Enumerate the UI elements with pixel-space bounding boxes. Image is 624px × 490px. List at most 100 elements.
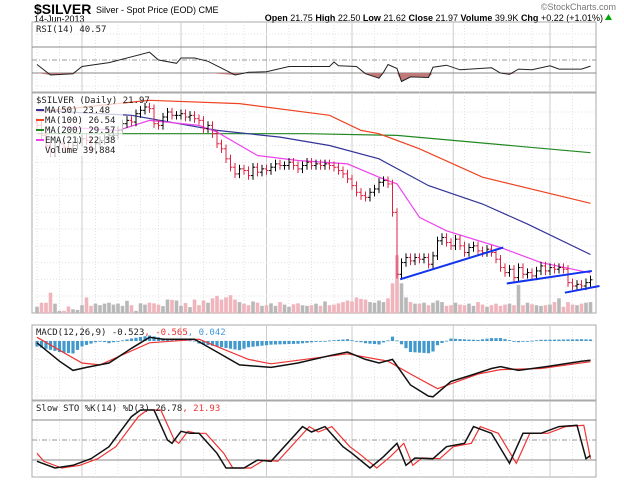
volume-bar — [363, 299, 368, 313]
volume-bar — [282, 304, 287, 313]
copyright: ©StockCharts.com — [541, 2, 616, 12]
volume-bar — [476, 302, 480, 313]
volume-bar — [143, 304, 147, 313]
volume-bar — [273, 305, 278, 313]
macd-line — [36, 336, 591, 398]
macd-histogram-bar — [525, 341, 530, 342]
macd-histogram-bar — [512, 341, 516, 342]
volume-bar — [237, 302, 242, 313]
macd-histogram-bar — [323, 340, 327, 342]
ohlc-bar — [201, 116, 206, 133]
volume-bar — [156, 304, 161, 313]
ohlc-bar — [462, 241, 467, 257]
volume-bar — [120, 305, 125, 313]
macd-histogram-bar — [485, 338, 489, 341]
volume-bar — [318, 305, 323, 313]
volume-bar — [269, 303, 273, 313]
volume-bar — [377, 300, 381, 313]
ohlc-bar — [525, 268, 530, 279]
sto-legend: Slow STO %K(14) %D(3) 26.78, 21.93 — [36, 404, 220, 414]
ohlc-bar — [539, 261, 543, 276]
volume-legend: Volume 39,884 — [45, 146, 115, 156]
macd-histogram-bar — [332, 340, 336, 341]
volume-bar — [111, 304, 116, 313]
ohlc-bar — [449, 238, 453, 251]
ohlc-bar — [224, 144, 228, 164]
volume-bar — [48, 292, 53, 313]
volume-bar — [102, 303, 107, 313]
macd-histogram-bar — [566, 339, 570, 341]
macd-histogram-bar — [413, 341, 417, 353]
ohlc-bar — [552, 263, 557, 274]
volume-bar — [557, 298, 561, 313]
trendline — [399, 246, 504, 281]
ma200-legend: MA(200) 29.57 — [45, 126, 115, 136]
ohlc-bar — [165, 107, 170, 122]
panel-frame — [31, 400, 597, 478]
volume-bar — [498, 305, 503, 313]
volume-bar — [89, 305, 93, 313]
ohlc-bar — [399, 258, 404, 279]
volume-bar — [354, 297, 359, 313]
volume-bar — [233, 299, 237, 313]
trendline — [506, 269, 592, 285]
macd-histogram-bar — [548, 339, 552, 341]
ohlc-bar — [305, 158, 309, 170]
volume-bar — [152, 303, 156, 313]
macd-histogram-bar — [98, 340, 102, 342]
macd-histogram-bar — [377, 341, 381, 345]
volume-bar — [66, 306, 71, 313]
ohlc-bar — [444, 233, 449, 247]
macd-histogram-bar — [246, 341, 251, 348]
volume-bar — [579, 303, 584, 313]
macd-histogram-bar — [350, 340, 354, 341]
ohlc-bar — [215, 129, 219, 148]
macd-histogram-bar — [309, 341, 314, 343]
rsi-line — [36, 51, 591, 83]
macd-histogram-bar — [489, 338, 494, 341]
ohlc-bar — [291, 158, 296, 170]
macd-histogram-bar — [327, 340, 332, 342]
macd-histogram-bar — [381, 341, 386, 343]
volume-bar — [408, 302, 413, 313]
ohlc-bar — [300, 161, 305, 174]
ohlc-bar — [278, 159, 282, 170]
volume-bar — [368, 302, 372, 313]
volume-bar — [332, 304, 336, 313]
macd-histogram-bar — [462, 339, 467, 341]
volume-bar — [179, 305, 183, 313]
ohlc-bar — [129, 116, 134, 127]
volume-bar — [251, 301, 255, 313]
volume-bar — [359, 298, 363, 313]
macd-histogram-bar — [354, 341, 359, 342]
volume-bar — [458, 304, 462, 313]
macd-histogram-bar — [341, 339, 345, 341]
ohlc-bar — [453, 234, 458, 251]
instrument-name: Silver - Spot Price (EOD) CME — [96, 5, 219, 15]
ohlc-bar — [471, 241, 476, 252]
up-triangle-icon — [605, 14, 612, 20]
volume-bar — [71, 309, 75, 313]
ohlc-bar — [228, 154, 233, 172]
sto-k-line — [36, 409, 591, 469]
ohlc-bar — [503, 263, 507, 277]
macd-histogram-bar — [282, 341, 287, 345]
macd-histogram-bar — [287, 341, 291, 345]
macd-histogram-bar — [363, 341, 368, 344]
ohlc-bar — [138, 106, 143, 118]
ohlc-bar — [188, 111, 192, 122]
macd-histogram-bar — [219, 341, 224, 348]
volume-bar — [350, 301, 354, 313]
volume-bar — [116, 303, 120, 313]
macd-histogram-bar — [404, 341, 408, 349]
instrument-desc: Silver - Spot Price (EOD) — [96, 5, 196, 15]
macd-histogram-bar — [408, 341, 413, 353]
macd-histogram-bar — [296, 341, 300, 344]
macd-histogram-bar — [138, 336, 143, 341]
ohlc-bar — [498, 255, 503, 272]
ohlc-bar — [287, 158, 291, 170]
ohlc-bar — [435, 236, 440, 261]
macd-histogram-bar — [102, 341, 107, 343]
volume-bar — [426, 305, 431, 313]
